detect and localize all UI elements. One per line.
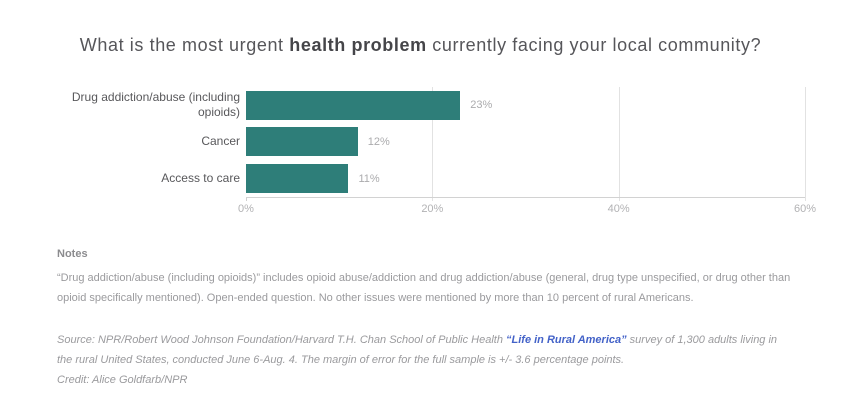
- bar-row: Drug addiction/abuse (including opioids)…: [57, 87, 805, 124]
- source-suffix: survey of 1,300 adults living in the rur…: [57, 333, 778, 366]
- axis-tick-label: 0%: [238, 202, 254, 215]
- bar: [246, 164, 349, 194]
- category-label: Cancer: [201, 134, 240, 149]
- bar-row: Cancer 12%: [57, 124, 805, 161]
- notes-body: “Drug addiction/abuse (including opioids…: [57, 271, 791, 304]
- source-section: Source: NPR/Robert Wood Johnson Foundati…: [57, 330, 794, 390]
- category-label: Access to care: [161, 171, 240, 186]
- category-label: Drug addiction/abuse (including opioids): [71, 90, 240, 120]
- gridline: [432, 87, 434, 201]
- bar-track: 12%: [246, 127, 805, 157]
- gridline: [805, 87, 806, 201]
- credit-line: Credit: Alice Goldfarb/NPR: [57, 373, 188, 386]
- source-link[interactable]: “Life in Rural America”: [506, 333, 627, 346]
- bar-chart: Drug addiction/abuse (including opioids)…: [57, 87, 816, 223]
- bar-rows: Drug addiction/abuse (including opioids)…: [57, 87, 805, 197]
- gridline: [246, 197, 247, 201]
- plot-area: [246, 87, 806, 201]
- x-axis-line: [246, 197, 805, 198]
- bar: [246, 90, 461, 120]
- value-label: 12%: [367, 135, 390, 148]
- x-axis: 0% 20% 40% 60%: [57, 201, 816, 223]
- bar: [246, 127, 358, 157]
- title-text-post: currently facing your local community?: [426, 35, 762, 55]
- notes-heading: Notes: [57, 247, 88, 260]
- bar-track: 11%: [246, 164, 805, 194]
- value-label: 23%: [470, 99, 493, 112]
- gridline: [618, 87, 620, 201]
- value-label: 11%: [358, 172, 380, 185]
- source-line: Source: NPR/Robert Wood Johnson Foundati…: [57, 330, 794, 370]
- title-text-bold: health problem: [289, 35, 427, 55]
- chart-title: What is the most urgent health problem c…: [0, 34, 841, 57]
- source-prefix: Source: NPR/Robert Wood Johnson Foundati…: [57, 333, 506, 346]
- bar-track: 23%: [246, 90, 805, 120]
- axis-tick-label: 60%: [793, 202, 817, 215]
- axis-tick-label: 20%: [421, 202, 444, 215]
- bar-row: Access to care 11%: [57, 160, 805, 197]
- axis-tick-label: 40%: [607, 202, 630, 215]
- title-text-pre: What is the most urgent: [79, 35, 290, 55]
- notes-section: Notes “Drug addiction/abuse (including o…: [57, 247, 794, 308]
